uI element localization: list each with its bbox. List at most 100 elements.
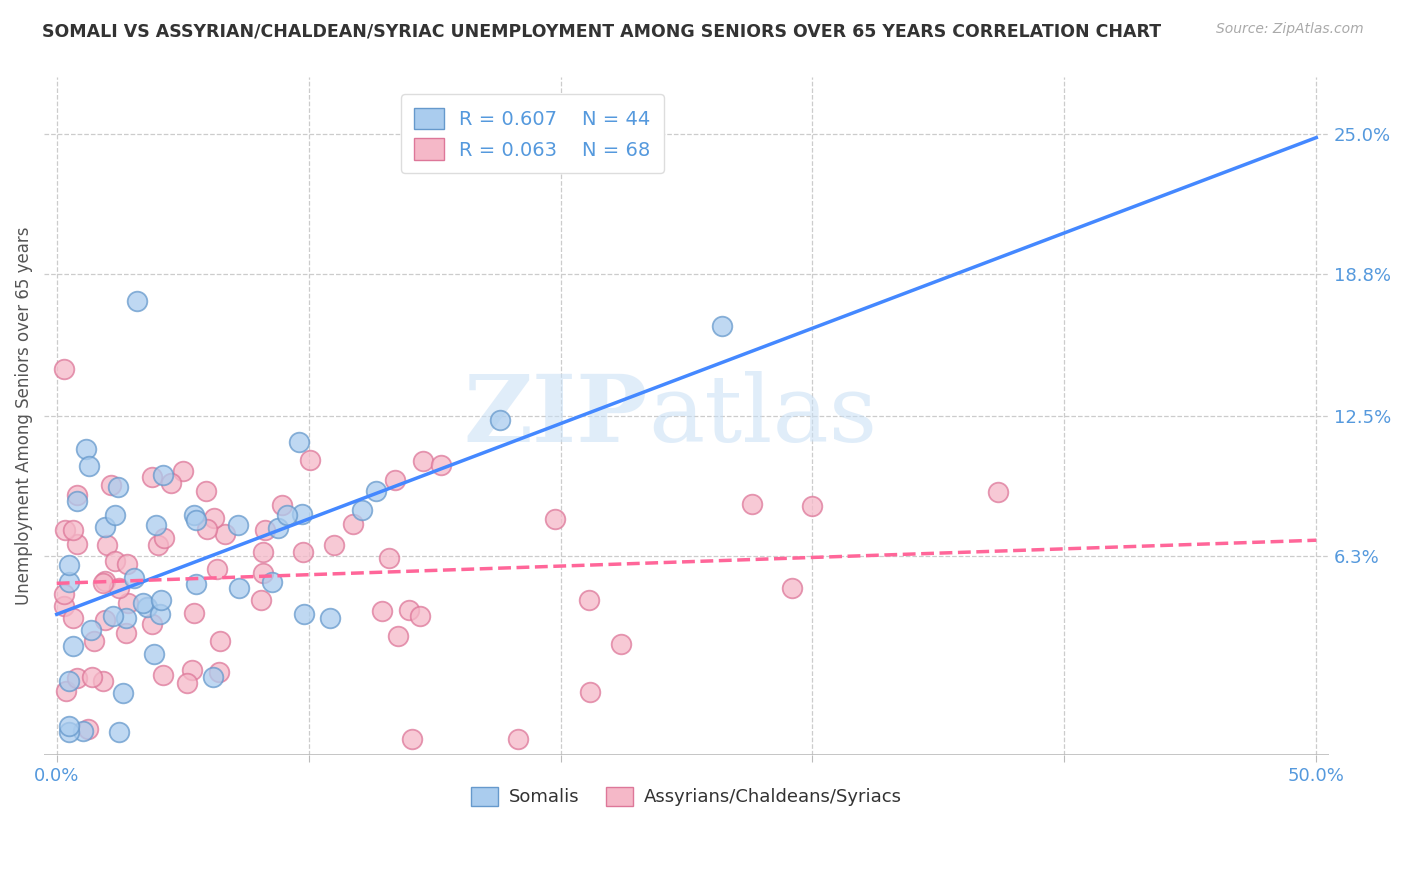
- Point: [195, 483, 218, 498]
- Point: [214, 527, 236, 541]
- Point: [350, 503, 373, 517]
- Point: [53, 587, 76, 601]
- Point: [107, 725, 129, 739]
- Point: [142, 647, 165, 661]
- Point: [384, 473, 406, 487]
- Point: [149, 593, 172, 607]
- Point: [249, 593, 271, 607]
- Point: [107, 581, 129, 595]
- Point: [254, 523, 277, 537]
- Point: [62, 611, 84, 625]
- Point: [152, 531, 174, 545]
- Point: [183, 508, 205, 522]
- Point: [801, 499, 824, 513]
- Point: [100, 478, 122, 492]
- Point: [145, 518, 167, 533]
- Point: [208, 633, 231, 648]
- Point: [412, 454, 434, 468]
- Point: [53, 362, 76, 376]
- Point: [741, 497, 763, 511]
- Point: [780, 581, 803, 595]
- Point: [342, 516, 364, 531]
- Point: [91, 674, 114, 689]
- Point: [94, 574, 117, 588]
- Point: [65, 671, 87, 685]
- Point: [93, 613, 115, 627]
- Point: [288, 435, 311, 450]
- Text: atlas: atlas: [648, 371, 877, 461]
- Point: [62, 523, 84, 537]
- Point: [152, 668, 174, 682]
- Point: [58, 673, 80, 688]
- Point: [183, 606, 205, 620]
- Point: [122, 571, 145, 585]
- Point: [115, 626, 138, 640]
- Point: [291, 508, 314, 522]
- Point: [172, 464, 194, 478]
- Legend: Somalis, Assyrians/Chaldeans/Syriacs: Somalis, Assyrians/Chaldeans/Syriacs: [464, 780, 910, 814]
- Point: [53, 524, 76, 538]
- Point: [96, 538, 118, 552]
- Point: [141, 616, 163, 631]
- Point: [55, 684, 77, 698]
- Point: [80, 623, 103, 637]
- Point: [252, 545, 274, 559]
- Point: [711, 318, 734, 333]
- Point: [319, 611, 342, 625]
- Point: [111, 686, 134, 700]
- Point: [107, 480, 129, 494]
- Point: [387, 629, 409, 643]
- Point: [409, 608, 432, 623]
- Point: [72, 723, 94, 738]
- Point: [77, 722, 100, 736]
- Point: [180, 663, 202, 677]
- Point: [94, 520, 117, 534]
- Point: [291, 545, 314, 559]
- Point: [186, 513, 208, 527]
- Point: [430, 458, 453, 472]
- Point: [176, 676, 198, 690]
- Point: [58, 558, 80, 572]
- Point: [83, 633, 105, 648]
- Point: [378, 551, 401, 566]
- Point: [252, 566, 274, 580]
- Point: [322, 538, 344, 552]
- Point: [53, 599, 76, 613]
- Point: [366, 484, 388, 499]
- Point: [152, 467, 174, 482]
- Point: [115, 558, 138, 572]
- Point: [202, 511, 225, 525]
- Point: [292, 607, 315, 621]
- Point: [58, 574, 80, 589]
- Point: [91, 576, 114, 591]
- Point: [506, 732, 529, 747]
- Point: [66, 488, 89, 502]
- Point: [543, 511, 565, 525]
- Point: [117, 596, 139, 610]
- Point: [136, 600, 159, 615]
- Point: [115, 611, 138, 625]
- Point: [149, 607, 172, 621]
- Text: SOMALI VS ASSYRIAN/CHALDEAN/SYRIAC UNEMPLOYMENT AMONG SENIORS OVER 65 YEARS CORR: SOMALI VS ASSYRIAN/CHALDEAN/SYRIAC UNEMP…: [42, 22, 1161, 40]
- Point: [79, 458, 101, 473]
- Point: [58, 725, 80, 739]
- Point: [262, 575, 284, 590]
- Point: [987, 484, 1010, 499]
- Point: [578, 593, 600, 607]
- Point: [131, 596, 153, 610]
- Y-axis label: Unemployment Among Seniors over 65 years: Unemployment Among Seniors over 65 years: [15, 227, 32, 606]
- Point: [146, 538, 169, 552]
- Point: [276, 508, 298, 522]
- Point: [75, 442, 97, 456]
- Point: [66, 493, 89, 508]
- Point: [104, 554, 127, 568]
- Point: [207, 562, 229, 576]
- Point: [228, 581, 250, 595]
- Point: [184, 576, 207, 591]
- Point: [610, 637, 633, 651]
- Point: [270, 498, 292, 512]
- Point: [62, 639, 84, 653]
- Point: [125, 293, 148, 308]
- Point: [202, 670, 225, 684]
- Point: [267, 521, 290, 535]
